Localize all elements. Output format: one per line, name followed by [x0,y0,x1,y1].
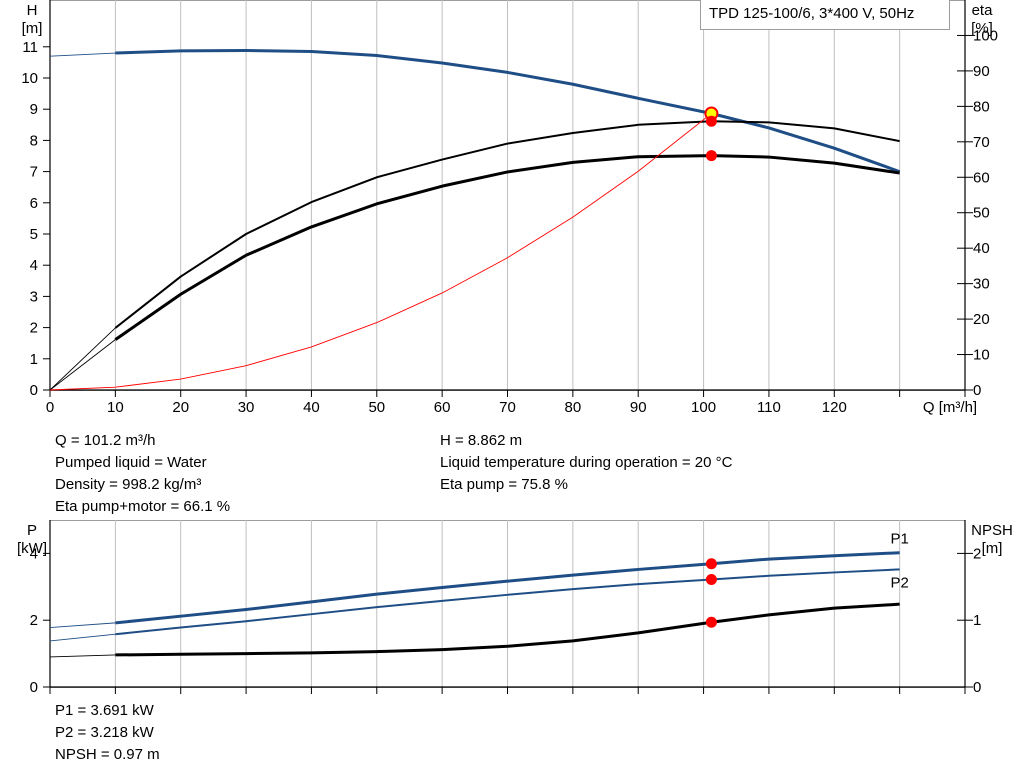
panel1-left-tick-label-9: 9 [30,101,38,118]
panel2-p1-curve [115,551,900,625]
panel1-eta-pump-curve [114,120,900,329]
panel1-right-tick-label-30: 30 [973,276,990,293]
panel2-operating-marker-3 [705,616,717,628]
panel1-x-tick-label-10: 10 [107,399,124,416]
info-liquid-temperature: Liquid temperature during operation = 20… [440,454,733,471]
panel2-left-tick-label-4: 4 [30,545,38,562]
panel1-left-tick-label-8: 8 [30,132,38,149]
info-eta-pump: Eta pump = 75.8 % [440,476,568,493]
panel1-right-tick-label-70: 70 [973,134,990,151]
panel2-p1-label: P1 [890,531,908,548]
panel2-right-axis-title: NPSH [971,522,1013,539]
panel1-right-tick-label-80: 80 [973,98,990,115]
panel1-left-axis-title: H [27,2,38,19]
panel1-h-extension-line [49,52,116,57]
panel1-right-axis-unit: [%] [971,20,993,37]
panel1-left-tick-label-4: 4 [30,257,38,274]
info-pumped-liquid: Pumped liquid = Water [55,454,207,471]
panel1-x-tick-label-120: 120 [822,399,847,416]
panel1-eta-pump-motor-curve [114,154,900,341]
info-eta-pump-motor: Eta pump+motor = 66.1 % [55,498,231,515]
panel1-x-tick-label-70: 70 [499,399,516,416]
panel2-left-axis-unit: [kW] [17,540,47,557]
panel1-right-tick-label-0: 0 [973,382,981,399]
duty-point-info-left: Q = 101.2 m³/h Pumped liquid = Water Den… [55,430,230,518]
panel2-operating-marker-2 [705,574,717,586]
info-density: Density = 998.2 kg/m³ [55,476,202,493]
panel1-x-tick-label-30: 30 [238,399,255,416]
info-npsh: NPSH = 0.97 m [55,746,160,763]
panel1-x-tick-label-50: 50 [368,399,385,416]
panel1-right-tick-label-100: 100 [973,27,998,44]
panel1-left-axis-unit: [m] [22,20,43,37]
panel2-p2-curve [115,568,900,636]
panel1-left-tick-label-10: 10 [21,70,38,87]
panel1-x-tick-label-80: 80 [565,399,582,416]
info-p2: P2 = 3.218 kW [55,724,154,741]
panel2-npsh-curve [115,602,900,657]
duty-point-info-right: H = 8.862 m Liquid temperature during op… [440,430,732,496]
panel2-p2-label: P2 [890,574,908,591]
panel1-x-tick-label-90: 90 [630,399,647,416]
chart-title: TPD 125-100/6, 3*400 V, 50Hz [700,0,950,30]
panel1-left-tick-label-7: 7 [30,164,38,181]
panel2-left-axis-title: P [27,522,37,539]
panel1-right-tick-label-20: 20 [973,311,990,328]
panel1-x-tick-label-100: 100 [691,399,716,416]
panel1-left-tick-label-6: 6 [30,195,38,212]
panel1-right-tick-label-40: 40 [973,240,990,257]
panel2-operating-marker-1 [705,558,717,570]
panel1-h-curve [115,49,901,174]
panel2-p2-extension-line [49,633,116,642]
panel1-right-tick-label-10: 10 [973,347,990,364]
panel1-x-tick-label-60: 60 [434,399,451,416]
info-head: H = 8.862 m [440,432,523,449]
panel1-x-tick-label-20: 20 [172,399,189,416]
power-info: P1 = 3.691 kW P2 = 3.218 kW NPSH = 0.97 … [55,700,160,766]
panel1-x-axis-label: Q [m³/h] [923,399,977,416]
panel2-left-tick-label-0: 0 [30,679,38,696]
info-flow: Q = 101.2 m³/h [55,432,156,449]
panel1-left-tick-label-3: 3 [30,288,38,305]
panel1-left-tick-label-0: 0 [30,382,38,399]
panel1-left-tick-label-1: 1 [30,351,38,368]
panel1-left-tick-label-2: 2 [30,320,38,337]
panel1-eta-pump-extension-line [49,327,116,391]
panel1-right-axis-title: eta [972,2,994,19]
panel2-right-axis-unit: [m] [982,540,1003,557]
panel1-left-tick-label-5: 5 [30,226,38,243]
panel1-x-tick-label-40: 40 [303,399,320,416]
panel1-operating-marker-2 [705,115,717,127]
panel2-right-tick-label-1: 1 [973,612,981,629]
panel2-p1-extension-line [49,622,116,628]
panel2-right-tick-label-2: 2 [973,545,981,562]
panel1-left-tick-label-11: 11 [22,39,38,56]
panel2-right-tick-label-0: 0 [973,679,981,696]
panel2-npsh-extension-line [49,654,116,658]
panel1-x-tick-label-0: 0 [46,399,54,416]
panel1-right-tick-label-90: 90 [973,63,990,80]
panel1-operating-marker-3 [705,150,717,162]
panel2-left-tick-label-2: 2 [30,612,38,629]
panel1-right-tick-label-60: 60 [973,169,990,186]
panel1-x-tick-label-110: 110 [757,399,781,416]
panel1-eta-pump-motor-extension-line [49,339,116,391]
panel1-system-curve-curve [49,113,712,391]
info-p1: P1 = 3.691 kW [55,702,154,719]
panel1-right-tick-label-50: 50 [973,205,990,222]
